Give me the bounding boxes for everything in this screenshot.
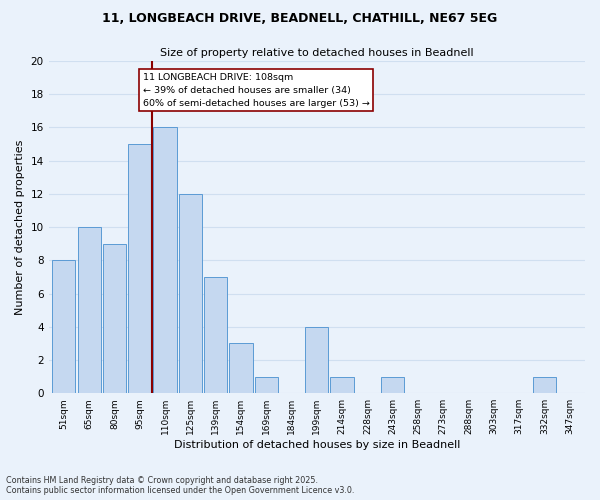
- Title: Size of property relative to detached houses in Beadnell: Size of property relative to detached ho…: [160, 48, 473, 58]
- Text: Contains HM Land Registry data © Crown copyright and database right 2025.
Contai: Contains HM Land Registry data © Crown c…: [6, 476, 355, 495]
- X-axis label: Distribution of detached houses by size in Beadnell: Distribution of detached houses by size …: [173, 440, 460, 450]
- Y-axis label: Number of detached properties: Number of detached properties: [15, 140, 25, 315]
- Bar: [533, 376, 556, 393]
- Bar: [381, 376, 404, 393]
- Bar: [103, 244, 126, 393]
- Bar: [154, 128, 176, 393]
- Bar: [128, 144, 151, 393]
- Bar: [305, 327, 328, 393]
- Bar: [331, 376, 354, 393]
- Bar: [229, 344, 253, 393]
- Text: 11, LONGBEACH DRIVE, BEADNELL, CHATHILL, NE67 5EG: 11, LONGBEACH DRIVE, BEADNELL, CHATHILL,…: [103, 12, 497, 26]
- Bar: [179, 194, 202, 393]
- Bar: [254, 376, 278, 393]
- Bar: [52, 260, 76, 393]
- Bar: [204, 277, 227, 393]
- Bar: [77, 227, 101, 393]
- Text: 11 LONGBEACH DRIVE: 108sqm
← 39% of detached houses are smaller (34)
60% of semi: 11 LONGBEACH DRIVE: 108sqm ← 39% of deta…: [143, 72, 370, 108]
